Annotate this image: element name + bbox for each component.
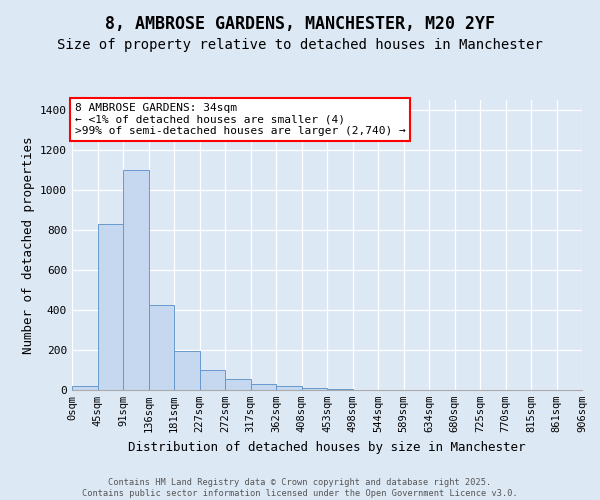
Text: 8, AMBROSE GARDENS, MANCHESTER, M20 2YF: 8, AMBROSE GARDENS, MANCHESTER, M20 2YF xyxy=(105,15,495,33)
Bar xyxy=(72,386,97,390)
Bar xyxy=(302,388,327,390)
Bar xyxy=(251,384,276,390)
Bar xyxy=(276,386,302,390)
Bar xyxy=(199,370,225,390)
Bar xyxy=(327,389,353,390)
Bar xyxy=(123,170,149,390)
Bar xyxy=(174,351,199,390)
Text: Size of property relative to detached houses in Manchester: Size of property relative to detached ho… xyxy=(57,38,543,52)
Bar xyxy=(149,305,174,390)
Bar xyxy=(225,379,251,390)
X-axis label: Distribution of detached houses by size in Manchester: Distribution of detached houses by size … xyxy=(128,440,526,454)
Bar xyxy=(97,224,123,390)
Y-axis label: Number of detached properties: Number of detached properties xyxy=(22,136,35,354)
Text: 8 AMBROSE GARDENS: 34sqm
← <1% of detached houses are smaller (4)
>99% of semi-d: 8 AMBROSE GARDENS: 34sqm ← <1% of detach… xyxy=(74,103,406,136)
Text: Contains HM Land Registry data © Crown copyright and database right 2025.
Contai: Contains HM Land Registry data © Crown c… xyxy=(82,478,518,498)
